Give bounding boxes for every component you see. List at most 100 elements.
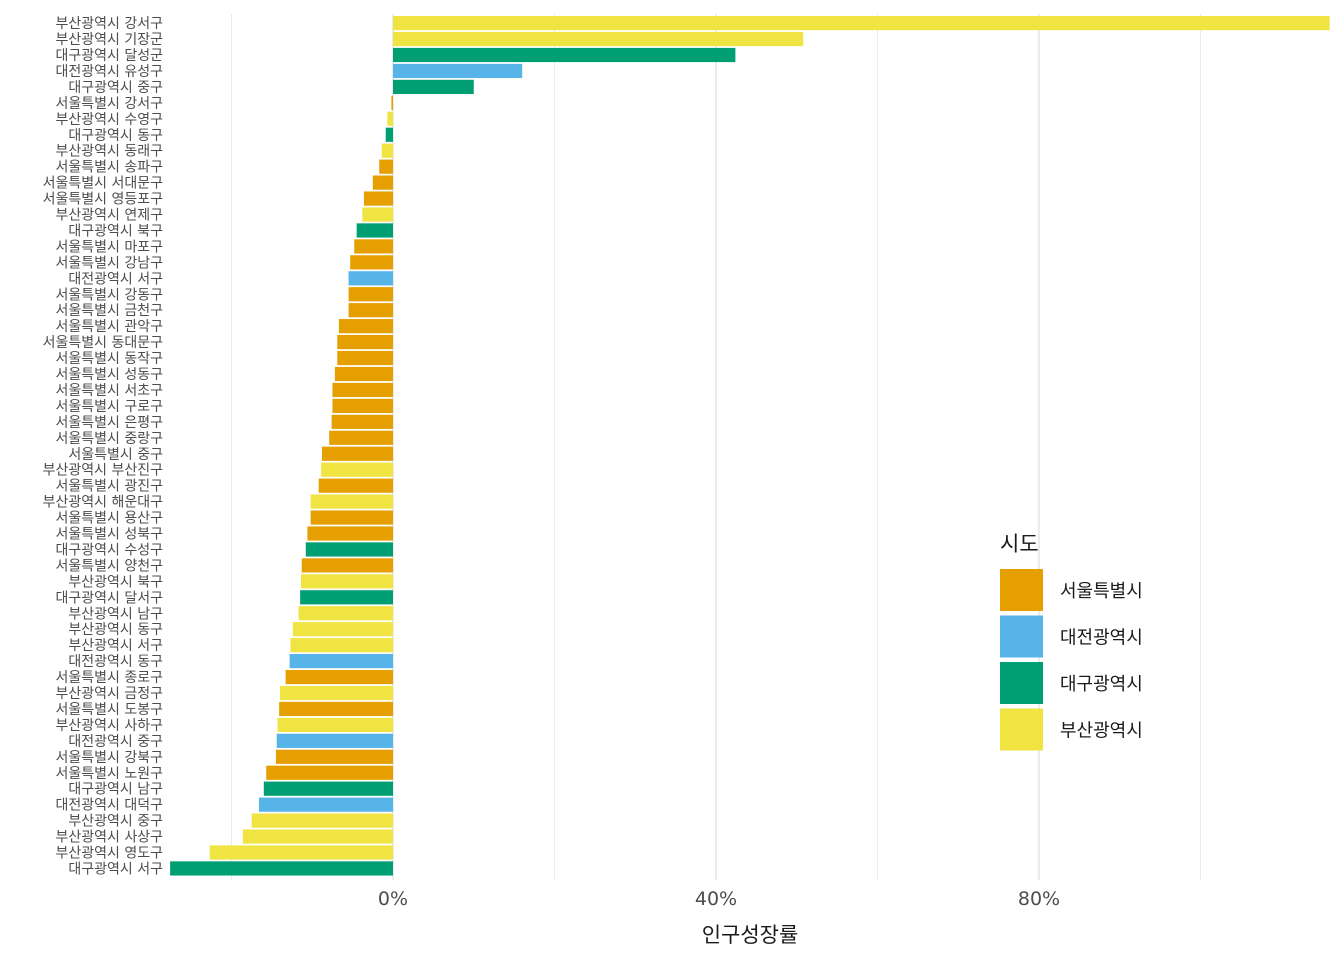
category-label: 부산광역시 해운대구 — [43, 495, 163, 511]
bar — [307, 526, 393, 541]
bar — [387, 111, 393, 126]
bar — [275, 749, 393, 764]
bar — [348, 303, 393, 318]
bar — [301, 558, 393, 573]
bar — [348, 287, 393, 302]
bar — [348, 271, 393, 286]
bar — [393, 16, 1330, 31]
category-label: 대전광역시 중구 — [68, 734, 163, 750]
legend-label: 대전광역시 — [1060, 628, 1143, 649]
x-tick-label: 0% — [378, 888, 408, 910]
bar — [300, 574, 393, 589]
bar — [385, 127, 393, 142]
category-label: 대구광역시 서구 — [68, 861, 163, 877]
category-label: 부산광역시 수영구 — [56, 112, 164, 128]
category-label: 대전광역시 대덕구 — [56, 798, 164, 814]
bar — [331, 414, 393, 429]
category-label: 서울특별시 성북구 — [56, 527, 164, 543]
legend-swatch — [1000, 708, 1043, 751]
category-label: 서울특별시 동작구 — [56, 351, 164, 367]
bar — [332, 382, 393, 398]
category-label: 서울특별시 은평구 — [56, 415, 164, 431]
category-label: 부산광역시 영도구 — [56, 846, 164, 862]
bar — [372, 175, 393, 190]
bar — [305, 542, 393, 557]
bar — [354, 239, 393, 254]
category-label: 서울특별시 도봉구 — [56, 702, 164, 718]
category-label: 서울특별시 양천구 — [56, 558, 164, 574]
bar — [209, 845, 393, 860]
category-label: 서울특별시 영등포구 — [43, 192, 163, 208]
bar — [318, 478, 393, 493]
category-label: 서울특별시 중랑구 — [56, 431, 164, 447]
bar — [393, 79, 474, 94]
x-tick-label: 40% — [695, 888, 737, 910]
bar — [310, 494, 393, 509]
legend-label: 부산광역시 — [1060, 721, 1143, 742]
bar — [321, 462, 393, 477]
bar — [393, 31, 804, 47]
category-label: 대구광역시 달서구 — [56, 590, 164, 606]
category-label: 부산광역시 남구 — [68, 606, 163, 622]
category-label: 서울특별시 강북구 — [56, 750, 164, 766]
category-label: 서울특별시 용산구 — [56, 511, 164, 527]
category-label: 서울특별시 서초구 — [56, 383, 164, 399]
bar — [332, 398, 393, 413]
bar — [329, 430, 393, 445]
bar — [279, 685, 393, 701]
bar — [279, 701, 393, 717]
legend-title: 시도 — [1000, 532, 1039, 556]
category-label: 대전광역시 유성구 — [56, 64, 164, 80]
category-label: 부산광역시 사상구 — [56, 830, 164, 846]
bar — [266, 765, 393, 780]
bar — [277, 717, 393, 732]
category-label: 서울특별시 송파구 — [56, 160, 164, 176]
bar — [379, 159, 393, 174]
category-label: 대구광역시 수성구 — [56, 542, 164, 558]
bar — [393, 63, 523, 79]
bar — [363, 191, 393, 206]
category-label: 대구광역시 달성군 — [56, 48, 164, 64]
bar — [289, 654, 393, 669]
x-tick-labels: 0% 40% 80% — [378, 888, 1060, 910]
category-label: 대구광역시 남구 — [68, 782, 163, 798]
bar — [381, 143, 393, 158]
bar — [251, 813, 393, 828]
bar — [337, 350, 393, 366]
category-label: 대구광역시 중구 — [68, 80, 163, 96]
bar — [334, 366, 393, 382]
category-label: 부산광역시 강서구 — [56, 16, 164, 32]
category-label: 부산광역시 연제구 — [56, 208, 164, 224]
category-label: 서울특별시 노원구 — [56, 766, 164, 782]
x-tick-label: 80% — [1018, 888, 1060, 910]
bar — [292, 622, 393, 637]
category-label: 부산광역시 부산진구 — [43, 463, 163, 479]
bar — [321, 446, 393, 461]
category-label: 부산광역시 기장군 — [56, 32, 164, 48]
bar — [290, 638, 393, 653]
category-label: 서울특별시 마포구 — [56, 239, 164, 255]
bar — [258, 797, 393, 812]
category-label: 대전광역시 서구 — [68, 271, 163, 287]
x-axis-title: 인구성장률 — [702, 923, 799, 947]
category-label: 서울특별시 동대문구 — [43, 335, 163, 351]
bar — [310, 510, 393, 525]
bar — [298, 606, 393, 621]
bar — [276, 733, 393, 748]
category-label: 서울특별시 종로구 — [56, 670, 164, 686]
bar — [338, 319, 393, 334]
bar — [337, 335, 393, 350]
bar — [285, 669, 393, 685]
category-label: 부산광역시 북구 — [68, 574, 163, 590]
bar — [242, 829, 393, 844]
legend-swatch — [1000, 662, 1043, 704]
bar — [300, 590, 393, 605]
legend-label: 서울특별시 — [1060, 581, 1143, 602]
category-label: 대구광역시 동구 — [68, 128, 163, 144]
bar — [356, 223, 393, 238]
category-label: 부산광역시 금정구 — [56, 686, 164, 702]
category-label: 서울특별시 성동구 — [56, 367, 164, 383]
